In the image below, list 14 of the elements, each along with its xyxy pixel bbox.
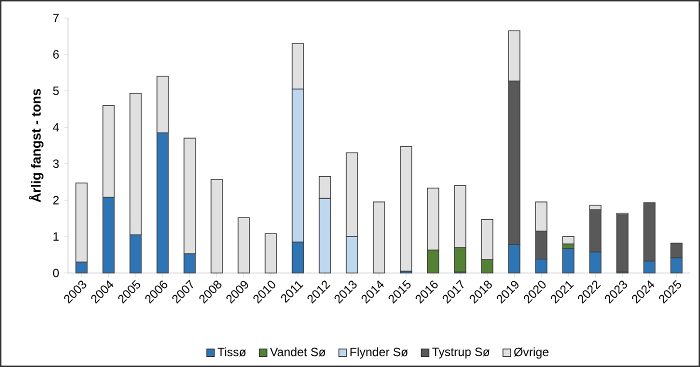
y-axis-title: Årlig fangst - tons (28, 88, 44, 202)
y-tick-label: 1 (54, 232, 59, 241)
y-tick-label: 6 (53, 50, 59, 59)
legend-label: Tissø (218, 347, 246, 356)
legend-label: Øvrige (514, 347, 548, 359)
y-tick-label: 7 (53, 14, 59, 22)
y-tick-label: 2 (53, 196, 59, 204)
y-tick-label: 5 (53, 86, 59, 96)
y-tick-label: 0 (53, 268, 59, 278)
y-tick-label: 4 (52, 123, 59, 132)
y-tick-label: 3 (53, 159, 59, 168)
legend-label: Vandet Sø (270, 347, 326, 356)
legend-label: Tystrup Sø (432, 348, 490, 358)
legend-label: Flynder Sø (350, 347, 408, 359)
